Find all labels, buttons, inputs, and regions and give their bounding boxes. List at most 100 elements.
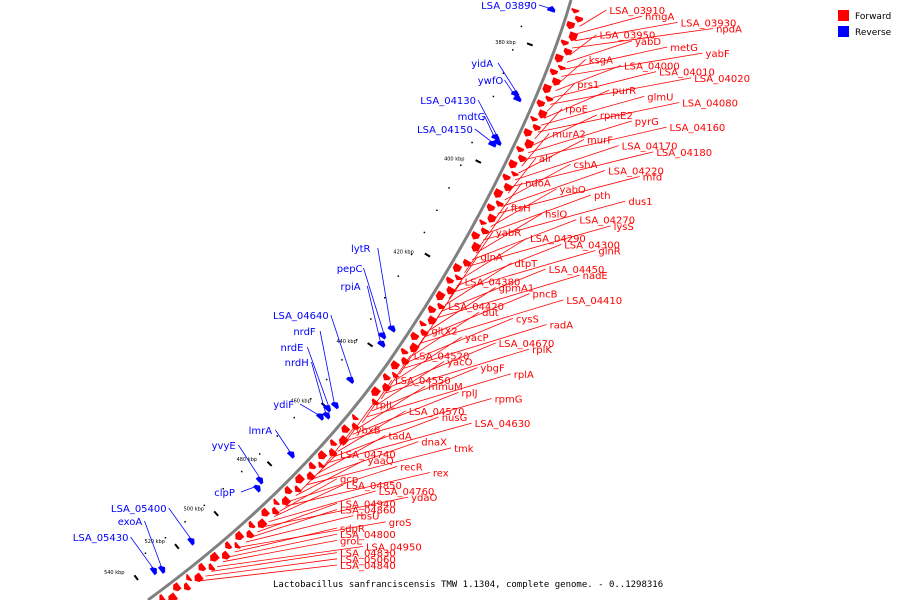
forward-label-line (268, 490, 376, 523)
forward-gene-label: LSA_04450 (549, 265, 605, 276)
forward-gene-arrow (235, 530, 245, 541)
forward-gene-label: recR (400, 462, 423, 473)
forward-gene-label: LSA_04160 (670, 123, 726, 134)
forward-gene-label: yabR (496, 228, 521, 239)
forward-label-line (416, 305, 446, 350)
reverse-gene-arrow (255, 476, 264, 485)
forward-label-line (279, 478, 338, 512)
forward-gene-arrow (281, 495, 292, 506)
forward-gene-arrow (409, 342, 420, 353)
reverse-gene-arrow (330, 402, 339, 410)
forward-gene-label: LSA_04300 (564, 240, 620, 251)
forward-gene-arrow (382, 382, 392, 392)
forward-label-line (448, 256, 478, 299)
minor-tick (164, 536, 167, 539)
forward-gene-arrow (210, 551, 220, 562)
forward-label-line (558, 59, 587, 84)
minor-tick (482, 118, 484, 121)
forward-gene-label: rplK (532, 345, 552, 356)
forward-gene-arrow (272, 506, 280, 515)
reverse-label-line (477, 99, 499, 138)
forward-gene-label: LSA_04850 (346, 481, 402, 492)
forward-gene-arrow (471, 241, 482, 252)
reverse-gene-label: LSA_04130 (420, 96, 476, 107)
forward-label-line (342, 404, 373, 447)
forward-label-line (407, 317, 514, 363)
reverse-gene-label: nrdH (285, 358, 309, 369)
forward-label-line (507, 157, 537, 194)
forward-gene-label: gpmA1 (499, 284, 535, 295)
forward-gene-arrow (542, 83, 552, 94)
forward-label-line (561, 52, 703, 77)
reverse-label-line (319, 330, 335, 404)
forward-gene-label: lysS (614, 222, 634, 233)
forward-gene-arrow (557, 64, 566, 71)
forward-gene-label: glmU (647, 92, 673, 103)
tick-mark (133, 574, 139, 581)
reverse-gene-arrow (346, 376, 355, 384)
tick-label: 460 kbp (290, 398, 310, 404)
reverse-label-line (330, 314, 353, 381)
forward-gene-arrow (208, 563, 216, 571)
reverse-gene-arrow (253, 484, 261, 493)
minor-tick (222, 487, 224, 490)
forward-gene-arrow (371, 398, 380, 405)
legend: Forward Reverse (838, 10, 892, 38)
forward-gene-label: murA2 (552, 129, 585, 140)
minor-tick (203, 504, 206, 507)
reverse-gene-arrow (158, 565, 166, 574)
forward-label-line (441, 268, 546, 312)
reverse-label-line (311, 361, 327, 414)
forward-label-line (205, 558, 338, 577)
forward-label-line (518, 139, 585, 174)
forward-gene-arrow (523, 128, 533, 137)
forward-gene-label: sdpR (340, 524, 365, 535)
forward-gene-arrow (437, 302, 446, 310)
forward-gene-label: LSA_04010 (659, 68, 715, 79)
legend-forward-label: Forward (855, 12, 891, 22)
forward-gene-label: rpmG (495, 395, 523, 406)
forward-gene-label: pncB (532, 290, 557, 301)
forward-genes (159, 8, 584, 600)
forward-label-line (486, 194, 592, 234)
forward-gene-label: metG (670, 43, 698, 54)
forward-label-line (357, 385, 426, 429)
forward-gene-arrow (532, 123, 542, 131)
genome-backbone-arc (147, 0, 573, 600)
forward-label-line (569, 34, 597, 56)
forward-gene-label: LSA_04630 (475, 419, 531, 430)
reverse-label-line (497, 62, 518, 95)
forward-gene-label: yabD (635, 37, 661, 48)
forward-gene-label: LSA_05060 (340, 555, 396, 566)
forward-label-line (362, 379, 393, 423)
minor-tick (460, 164, 462, 167)
reverse-gene-label: LSA_05430 (73, 533, 129, 544)
forward-gene-label: ndoA (525, 179, 551, 190)
forward-gene-arrow (183, 582, 192, 591)
forward-gene-arrow (308, 461, 317, 470)
forward-label-line (444, 262, 512, 306)
forward-gene-label: LSA_04410 (566, 296, 622, 307)
forward-gene-arrow (471, 231, 481, 240)
forward-label-line (501, 169, 606, 208)
forward-gene-arrow (503, 182, 513, 192)
forward-gene-label: ftsH (511, 203, 531, 214)
reverse-gene-label: pepC (337, 264, 363, 275)
forward-gene-arrow (551, 77, 561, 86)
forward-gene-label: LSA_04520 (414, 351, 470, 362)
reverse-gene-label: yvyE (212, 441, 236, 452)
forward-gene-arrow (186, 573, 193, 582)
forward-gene-arrow (568, 31, 579, 42)
forward-label-line (240, 521, 386, 548)
forward-label-line (566, 40, 633, 63)
reverse-gene-label: lytR (351, 244, 371, 255)
forward-gene-label: LSA_04290 (530, 234, 586, 245)
minor-tick (325, 378, 328, 381)
forward-label-line (428, 287, 496, 331)
forward-gene-arrow (390, 360, 401, 370)
forward-gene-label: LSA_03930 (681, 18, 737, 29)
forward-gene-arrow (518, 154, 527, 163)
forward-gene-label: ybxB (356, 425, 381, 436)
reverse-gene-arrow (322, 412, 331, 420)
